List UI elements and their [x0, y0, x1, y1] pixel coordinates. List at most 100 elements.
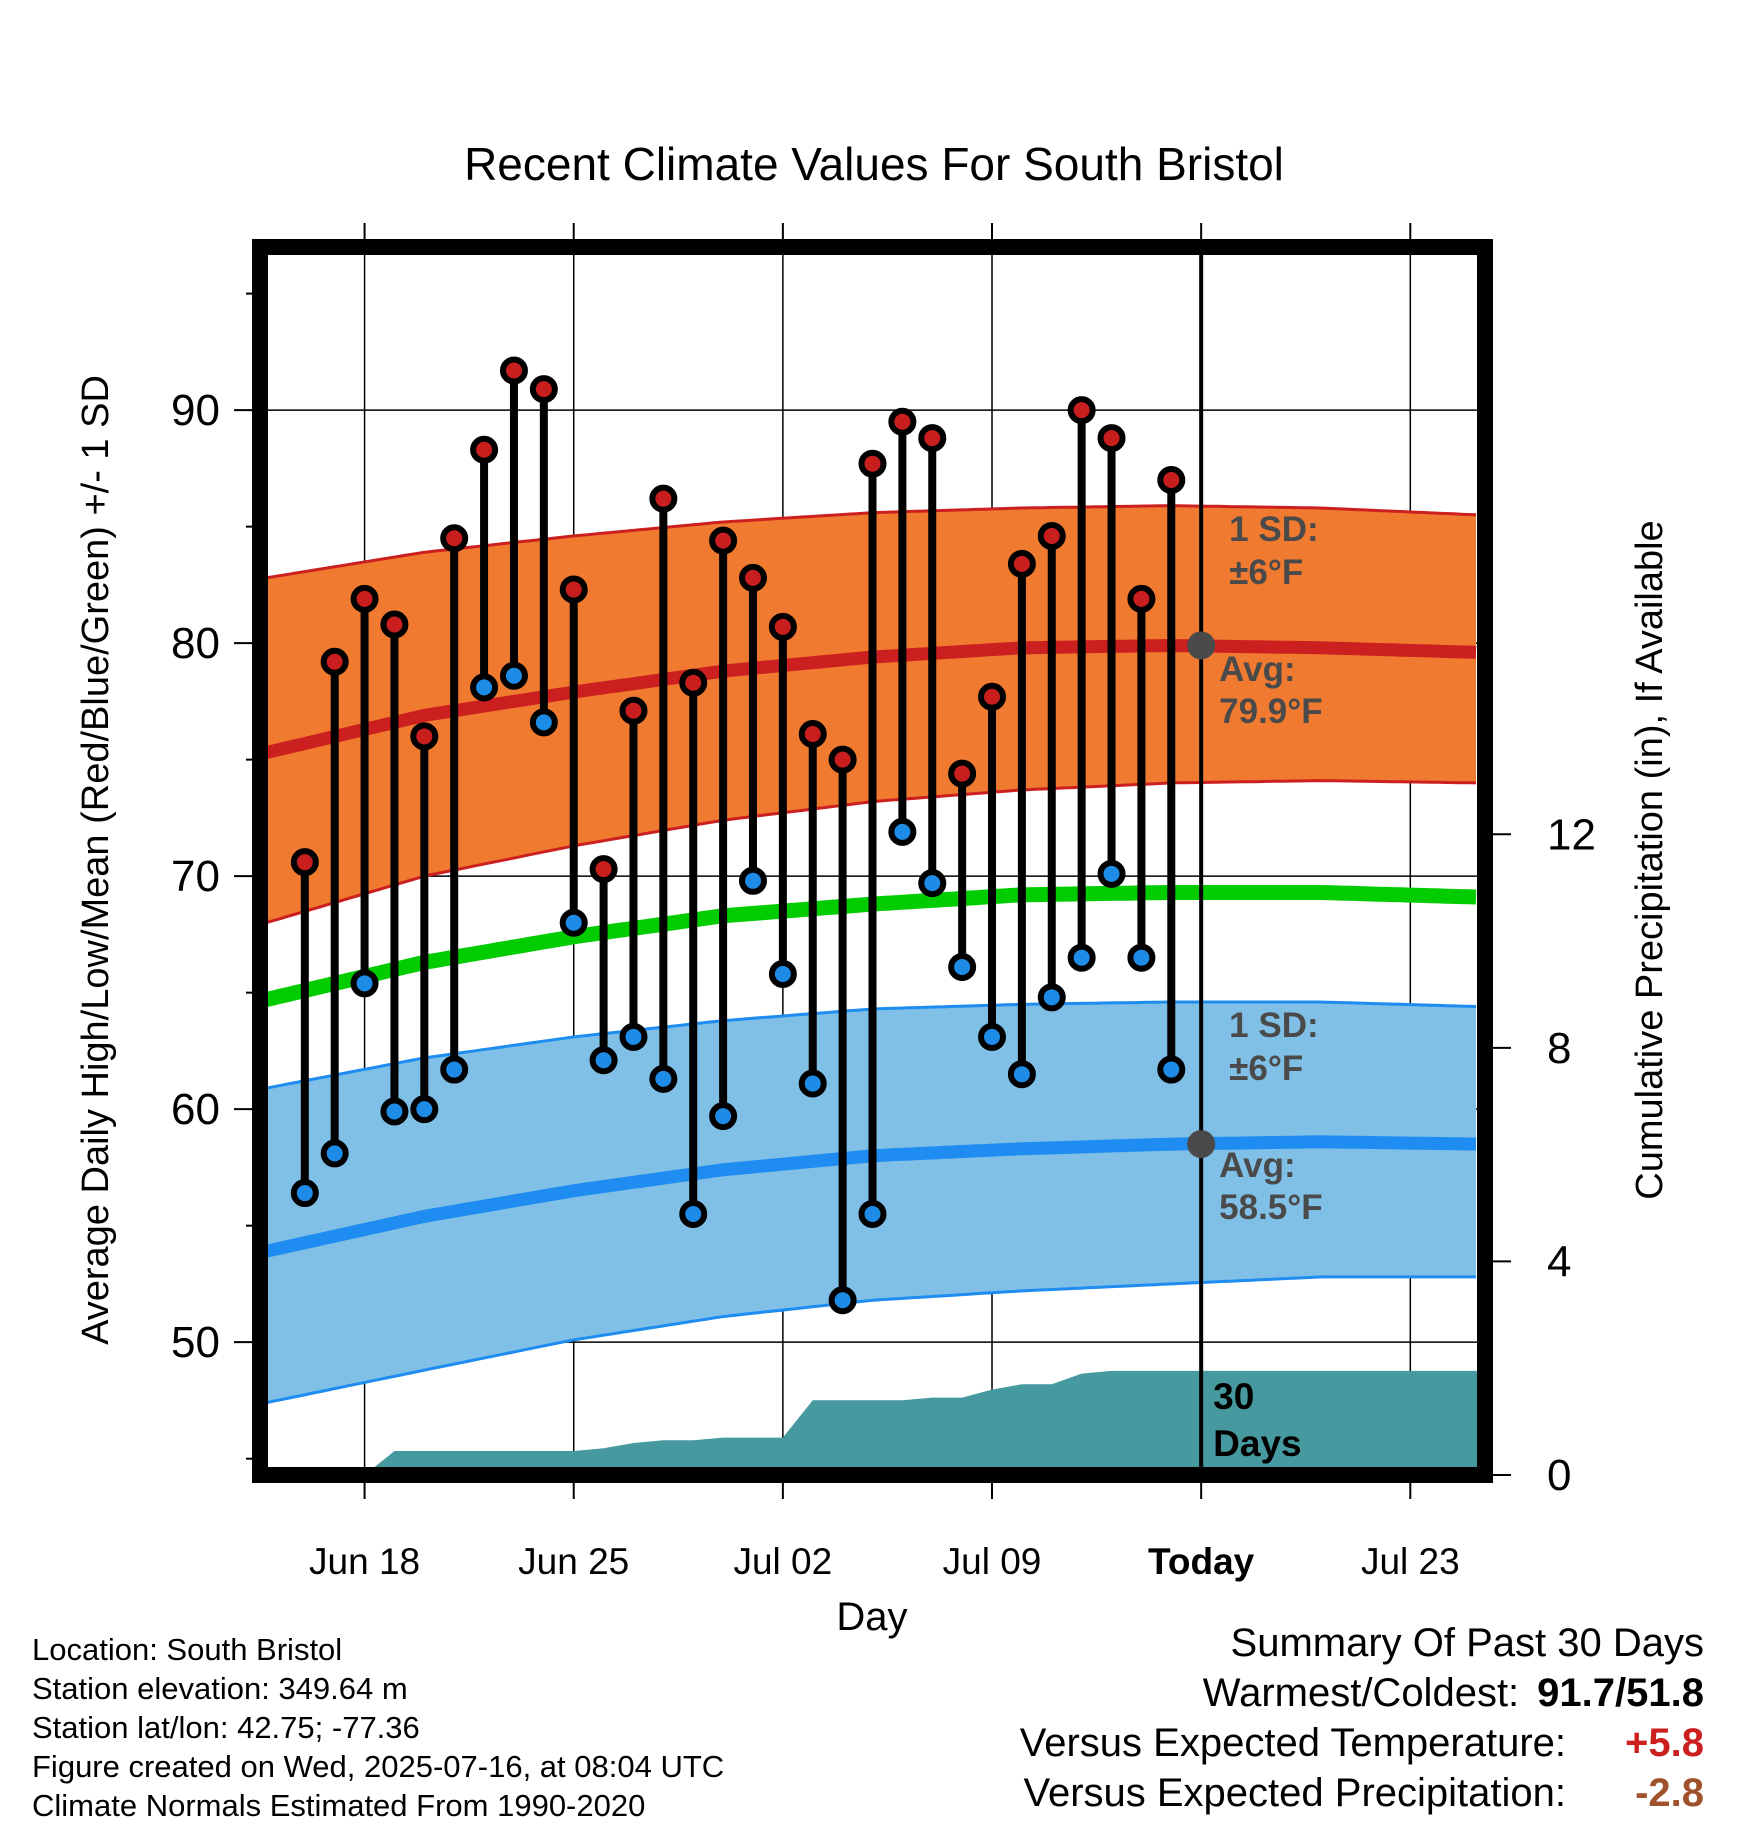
daily-low-point [380, 1097, 409, 1126]
daily-low-point [828, 1286, 857, 1315]
temp-label: Versus Expected Temperature: [1019, 1721, 1566, 1765]
x-tick-label: Jun 18 [309, 1541, 420, 1582]
daily-high-point [828, 745, 857, 774]
low-sd-lower-line [265, 1275, 1476, 1405]
daily-low-point [738, 866, 767, 895]
y-tick-label: 80 [171, 619, 220, 668]
x-tick-label: Jul 09 [943, 1541, 1042, 1582]
summary-precip-row: Versus Expected Precipitation: -2.8 [1020, 1768, 1704, 1818]
daily-high-point [1037, 521, 1066, 550]
daily-high-point [679, 668, 708, 697]
y2-tick-label: 0 [1547, 1451, 1571, 1500]
daily-high-point [499, 356, 528, 385]
daily-low-point [918, 869, 947, 898]
elevation-text: Station elevation: 349.64 m [32, 1671, 408, 1706]
high-avg-label: Avg: [1219, 650, 1295, 689]
daily-low-point [410, 1095, 439, 1124]
warmest-value: 91.7/51.8 [1537, 1671, 1704, 1715]
y-tick-label: 60 [171, 1085, 220, 1134]
daily-low-point [709, 1102, 738, 1131]
daily-high-point [1157, 466, 1186, 495]
daily-high-point [440, 524, 469, 553]
daily-high-point [290, 848, 319, 877]
y-tick-label: 90 [171, 386, 220, 435]
low-avg-label: Avg: [1219, 1146, 1295, 1185]
daily-high-point [948, 759, 977, 788]
y2-tick-label: 4 [1547, 1237, 1571, 1286]
days-label: 30 [1213, 1376, 1254, 1417]
daily-low-point [679, 1200, 708, 1229]
summary-temp-row: Versus Expected Temperature: +5.8 [1020, 1718, 1704, 1768]
daily-low-point [499, 661, 528, 690]
daily-low-point [559, 908, 588, 937]
x-axis-label: Day [836, 1595, 907, 1639]
x-tick-label: Today [1148, 1541, 1255, 1582]
today-low-avg-marker [1187, 1130, 1216, 1159]
temp-value: +5.8 [1625, 1721, 1704, 1765]
x-tick-label: Jul 02 [733, 1541, 832, 1582]
daily-high-point [380, 610, 409, 639]
plot-area [260, 247, 1485, 1475]
summary-warmest-row: Warmest/Coldest: 91.7/51.8 [1020, 1668, 1704, 1718]
daily-high-point [709, 526, 738, 555]
y-tick-label: 50 [171, 1318, 220, 1367]
y2-tick-label: 12 [1547, 810, 1596, 859]
low-avg-value: 58.5°F [1219, 1188, 1323, 1227]
daily-high-point [619, 696, 648, 725]
high-sd-label: 1 SD: [1229, 510, 1318, 549]
daily-high-point [858, 449, 887, 478]
daily-high-point [350, 584, 379, 613]
low-sd-label: 1 SD: [1229, 1006, 1318, 1045]
latlon-text: Station lat/lon: 42.75; -77.36 [32, 1710, 420, 1745]
daily-low-point [440, 1055, 469, 1084]
daily-low-point [320, 1139, 349, 1168]
chart-title: Recent Climate Values For South Bristol [464, 138, 1284, 190]
daily-high-point [1067, 396, 1096, 425]
y2-tick-label: 8 [1547, 1024, 1571, 1073]
precip-value: -2.8 [1635, 1771, 1704, 1815]
precip-label: Versus Expected Precipitation: [1023, 1771, 1566, 1815]
daily-low-point [1127, 943, 1156, 972]
daily-low-point [350, 969, 379, 998]
summary-panel: Summary Of Past 30 Days Warmest/Coldest:… [1020, 1618, 1704, 1818]
plot-frame [252, 239, 1493, 1483]
daily-high-point [589, 855, 618, 884]
daily-low-point [290, 1179, 319, 1208]
daily-high-point [1007, 549, 1036, 578]
daily-low-point [1157, 1055, 1186, 1084]
daily-high-point [1097, 424, 1126, 453]
daily-high-point [649, 484, 678, 513]
daily-low-point [589, 1046, 618, 1075]
y2-axis-label: Cumulative Precipitation (in), If Availa… [1629, 520, 1671, 1199]
daily-high-point [1127, 584, 1156, 613]
daily-low-point [470, 673, 499, 702]
daily-low-point [1037, 983, 1066, 1012]
axes: 50 60 70 80 90 0 4 8 12 Jun 18 Jun 25 Jul 02 Jul 09 T… [171, 223, 1596, 1582]
daily-low-point [1067, 943, 1096, 972]
daily-high-point [918, 424, 947, 453]
daily-low-point [858, 1200, 887, 1229]
station-info: Location: South Bristol Station elevatio… [32, 1630, 724, 1825]
daily-high-point [768, 612, 797, 641]
daily-low-point [798, 1069, 827, 1098]
y-axis-label: Average Daily High/Low/Mean (Red/Blue/Gr… [75, 375, 117, 1345]
normals-text: Climate Normals Estimated From 1990-2020 [32, 1788, 646, 1823]
daily-high-point [470, 435, 499, 464]
warmest-label: Warmest/Coldest: [1202, 1671, 1520, 1715]
daily-low-point [1097, 859, 1126, 888]
daily-low-point [888, 817, 917, 846]
daily-low-point [978, 1022, 1007, 1051]
daily-low-point [1007, 1060, 1036, 1089]
daily-low-point [768, 960, 797, 989]
daily-low-point [948, 953, 977, 982]
daily-high-point [410, 722, 439, 751]
location-text: Location: South Bristol [32, 1632, 343, 1667]
daily-high-point [738, 563, 767, 592]
precip-area [364, 1370, 1480, 1475]
today-high-avg-marker [1187, 631, 1216, 660]
daily-high-point [529, 375, 558, 404]
daily-low-point [649, 1064, 678, 1093]
high-avg-value: 79.9°F [1219, 692, 1323, 731]
x-tick-label: Jun 25 [518, 1541, 629, 1582]
